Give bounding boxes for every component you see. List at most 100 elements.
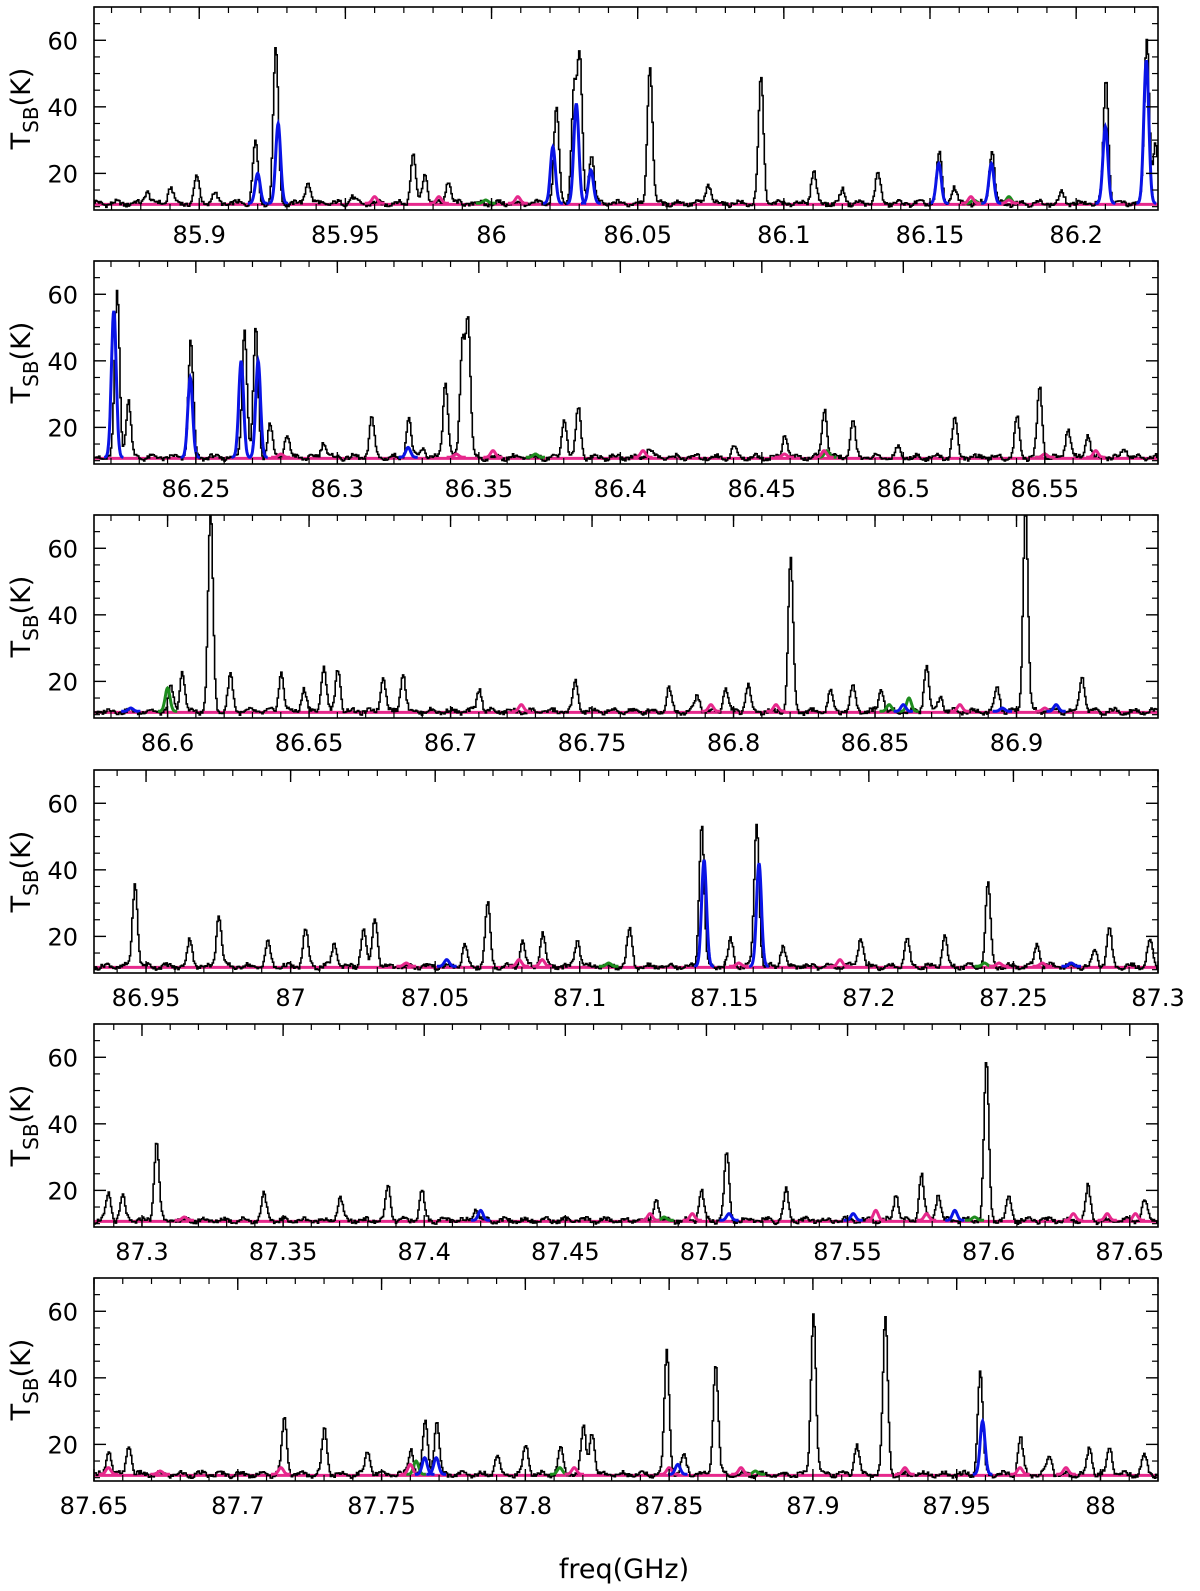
magenta-model-line [1125,1212,1145,1222]
y-tick-label: 20 [47,923,78,951]
magenta-model-line [999,198,1019,205]
magenta-model-line [774,452,795,459]
x-tick-label: 86.65 [275,729,344,757]
blue-model-line [543,143,563,205]
magenta-model-line [150,1469,170,1476]
green-model-line [475,198,496,205]
y-tick-label: 60 [47,535,78,563]
x-tick-label: 87.95 [922,1492,991,1520]
panel-frame [93,6,1159,211]
x-tick-label: 87.7 [211,1492,264,1520]
x-tick-label: 87.45 [531,1238,600,1266]
magenta-model-line [866,1208,886,1222]
y-axis-label: TSB(K) [6,322,43,405]
x-tick-label: 86.9 [990,729,1043,757]
blue-model-line [103,310,124,459]
plot-area [94,515,1158,716]
magenta-model-line [640,1212,660,1222]
magenta-model-line [766,703,786,713]
magenta-model-line [532,958,552,968]
x-tick-label: 87.3 [1131,984,1184,1012]
x-tick-label: 85.95 [311,221,380,249]
blue-model-line [436,958,457,968]
blue-model-line [928,160,949,205]
magenta-model-line [1056,1466,1076,1476]
x-tick-label: 86.25 [162,475,231,503]
magenta-model-line [1010,1466,1030,1476]
green-model-line [899,696,919,713]
magenta-model-line [950,703,970,713]
plot-area [94,1062,1158,1226]
x-tick-label: 87.65 [60,1492,129,1520]
plot-area [94,823,1158,972]
magenta-model-line [483,449,503,459]
y-tick-label: 60 [47,281,78,309]
observed-spectrum [94,289,1158,462]
blue-model-line [668,1462,688,1476]
x-tick-label: 87.4 [397,1238,450,1266]
spectrum-panel-3: 20 40 60 86.6 86.65 86.7 86.75 86.8 86.85 86.9 TSB… [6,514,1159,757]
observed-spectrum [94,1062,1158,1226]
x-tick-label: 87.85 [635,1492,704,1520]
x-tick-label: 86.3 [311,475,364,503]
observed-spectrum [94,823,1158,972]
x-tick-label: 87.15 [690,984,759,1012]
y-axis-label: TSB(K) [6,1339,43,1422]
magenta-model-line [989,961,1009,968]
x-tick-label: 87.75 [347,1492,416,1520]
magenta-model-line [446,452,466,459]
x-tick-label: 86.2 [1049,221,1102,249]
x-tick-label: 86.35 [444,475,513,503]
x-tick-label: 86.8 [707,729,760,757]
y-axis-label: TSB(K) [6,68,43,151]
magenta-model-line [271,452,291,459]
x-tick-label: 87.5 [680,1238,733,1266]
green-model-line [158,685,178,713]
y-tick-label: 60 [47,790,78,818]
y-tick-label: 40 [47,602,78,630]
x-tick-label: 87 [275,984,306,1012]
y-tick-label: 40 [47,348,78,376]
observed-spectrum [94,38,1158,209]
panel-frame [93,514,1159,719]
magenta-model-line [728,961,749,968]
blue-model-line [992,706,1012,713]
spectrum-panel-5: 20 40 60 87.3 87.35 87.4 87.45 87.5 87.55 87.6 87.… [6,1023,1164,1266]
magenta-model-line [396,961,417,968]
green-model-line [965,1215,985,1222]
blue-model-line [398,445,418,459]
magenta-model-line [633,449,653,459]
blue-model-line [719,1212,739,1222]
magenta-model-line [731,1466,751,1476]
blue-model-line [972,1417,993,1476]
y-axis-label: TSB(K) [6,831,43,914]
magenta-model-line [1032,961,1053,968]
blue-model-line [121,706,141,713]
magenta-model-line [174,1215,194,1222]
x-tick-label: 86 [476,221,507,249]
blue-model-line [945,1208,965,1222]
plot-area [94,1313,1158,1480]
blue-model-line [471,1208,491,1222]
x-tick-label: 86.4 [594,475,647,503]
x-tick-label: 86.1 [757,221,810,249]
blue-model-line [1061,961,1082,968]
x-tick-label: 86.15 [896,221,965,249]
blue-model-line [1136,59,1157,205]
spectrum-panel-6: 20 40 60 87.65 87.7 87.75 87.8 87.85 87.9 87.95 88… [6,1277,1159,1520]
y-axis-label: TSB(K) [6,576,43,659]
green-model-line [406,1459,426,1476]
blue-model-line [247,171,268,205]
x-tick-label: 87.2 [842,984,895,1012]
magenta-model-line [814,449,834,459]
y-tick-label: 60 [47,27,78,55]
magenta-model-line [659,1466,679,1476]
x-tick-label: 85.9 [173,221,226,249]
observed-spectrum [94,1313,1158,1480]
blue-model-line [231,360,251,459]
y-tick-label: 40 [47,1365,78,1393]
magenta-model-line [1086,449,1106,459]
spectrum-panel-4: 20 40 60 86.95 87 87.05 87.1 87.15 87.2 87.25 87.3… [6,769,1185,1012]
x-tick-label: 87.1 [553,984,606,1012]
spectrum-panel-1: 20 40 60 85.9 85.95 86 86.05 86.1 86.15 86.2 TSB(K… [6,6,1159,249]
